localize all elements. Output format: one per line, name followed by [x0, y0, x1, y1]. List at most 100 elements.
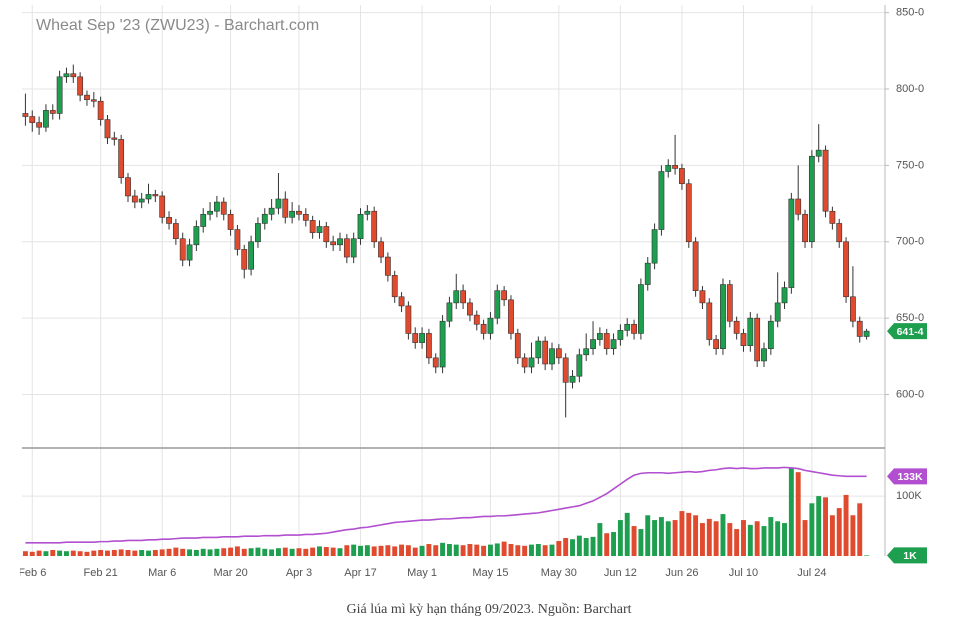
volume-bar	[36, 550, 42, 556]
volume-bar	[70, 550, 76, 556]
volume-bar	[364, 545, 370, 556]
volume-bar	[460, 545, 466, 556]
volume-bar	[255, 547, 261, 556]
x-tick-label: Jul 10	[729, 567, 758, 579]
candle-body	[384, 256, 391, 276]
candle-body	[49, 110, 56, 114]
volume-bar	[63, 551, 69, 556]
grid-layer	[22, 5, 885, 556]
x-tick-label: Apr 17	[344, 567, 376, 579]
volume-bar	[535, 544, 541, 556]
candle-body	[56, 76, 63, 114]
candle-body	[90, 99, 97, 102]
volume-bar	[358, 545, 363, 556]
candle-body	[316, 226, 323, 233]
volume-bar	[166, 548, 172, 556]
volume-bar	[337, 548, 343, 556]
volume-bar	[843, 494, 849, 556]
candle-body	[391, 275, 398, 298]
candle-body	[596, 333, 603, 340]
candle-body	[726, 284, 733, 322]
volume-bar	[645, 515, 651, 556]
y-tick-label: 800-0	[896, 83, 924, 95]
volume-bar	[412, 547, 418, 556]
candle-body	[131, 195, 138, 203]
candle-body	[36, 122, 42, 128]
y-tick-label: 700-0	[896, 236, 924, 248]
candle-body	[829, 210, 836, 224]
volume-bar	[446, 544, 452, 556]
volume-bar	[658, 517, 664, 556]
candle-body	[473, 314, 480, 325]
volume-bar	[310, 547, 316, 556]
volume-bar	[802, 520, 808, 556]
candle-body	[282, 198, 289, 218]
candle-body	[692, 241, 699, 291]
candle-body	[111, 137, 118, 140]
volume-bar	[467, 544, 473, 556]
volume-bar	[139, 550, 145, 556]
volume-bar	[262, 548, 268, 556]
candle-body	[364, 210, 371, 215]
candle-body	[706, 302, 713, 340]
badge-label: 1K	[903, 550, 917, 562]
candle-body	[747, 317, 754, 346]
y-tick-label: 750-0	[896, 159, 924, 171]
volume-bar	[768, 517, 774, 556]
y-tick-label: 600-0	[896, 388, 924, 400]
volume-bar	[501, 541, 507, 556]
volume-bar	[706, 518, 712, 556]
volume-bar	[173, 547, 179, 556]
volume-bar	[98, 550, 104, 556]
candle-body	[138, 198, 145, 203]
candle-body	[22, 113, 29, 117]
volume-bar	[323, 547, 329, 556]
candle-body	[514, 333, 521, 359]
x-axis-labels: Feb 6 Feb 21 Mar 6 Mar 20 Apr 3 Apr 17 May 1 Ma…	[20, 567, 827, 579]
candle-body	[77, 76, 84, 96]
candle-body	[84, 94, 90, 101]
volume-bar	[269, 549, 275, 556]
candle-body	[487, 317, 494, 334]
volume-bar	[481, 545, 487, 556]
volume-bar	[289, 548, 295, 556]
candle-body	[672, 165, 678, 169]
candle-body	[200, 213, 207, 227]
candle-body	[241, 249, 248, 270]
chart-title: Wheat Sep '23 (ZWU23) - Barchart.com	[36, 17, 319, 34]
candle-body	[152, 194, 159, 197]
badge-shape	[887, 547, 927, 564]
candle-body	[255, 223, 261, 243]
volume-bar	[371, 546, 377, 556]
badge-shape	[887, 323, 927, 340]
volume-bar	[228, 547, 234, 556]
candle-body	[193, 226, 200, 246]
volume-bar	[207, 549, 213, 556]
candle-body	[97, 100, 104, 120]
volume-bar	[611, 532, 617, 556]
volume-bar	[487, 544, 493, 556]
volume-bar	[57, 550, 63, 556]
volume-bar	[118, 549, 124, 556]
volume-bar	[570, 539, 575, 556]
candle-body	[63, 73, 70, 78]
volume-bar	[741, 520, 746, 556]
candle-body	[323, 226, 330, 243]
volume-bar	[22, 551, 28, 556]
volume-bar	[146, 550, 151, 556]
candle-body	[610, 339, 617, 350]
candle-body	[248, 241, 254, 270]
candle-body	[590, 339, 596, 350]
volume-bar	[43, 551, 49, 556]
volume-bar	[77, 551, 83, 556]
volume-bar	[214, 548, 220, 556]
x-tick-label: May 15	[472, 567, 508, 579]
volume-bar	[234, 546, 240, 556]
x-tick-label: Apr 3	[286, 567, 312, 579]
candle-body	[220, 201, 227, 215]
caption: Giá lúa mì kỳ hạn tháng 09/2023. Nguồn: …	[347, 602, 632, 617]
candle-body	[624, 323, 631, 331]
candle-body	[713, 339, 720, 350]
candle-body	[631, 323, 637, 334]
x-tick-label: May 30	[541, 567, 577, 579]
